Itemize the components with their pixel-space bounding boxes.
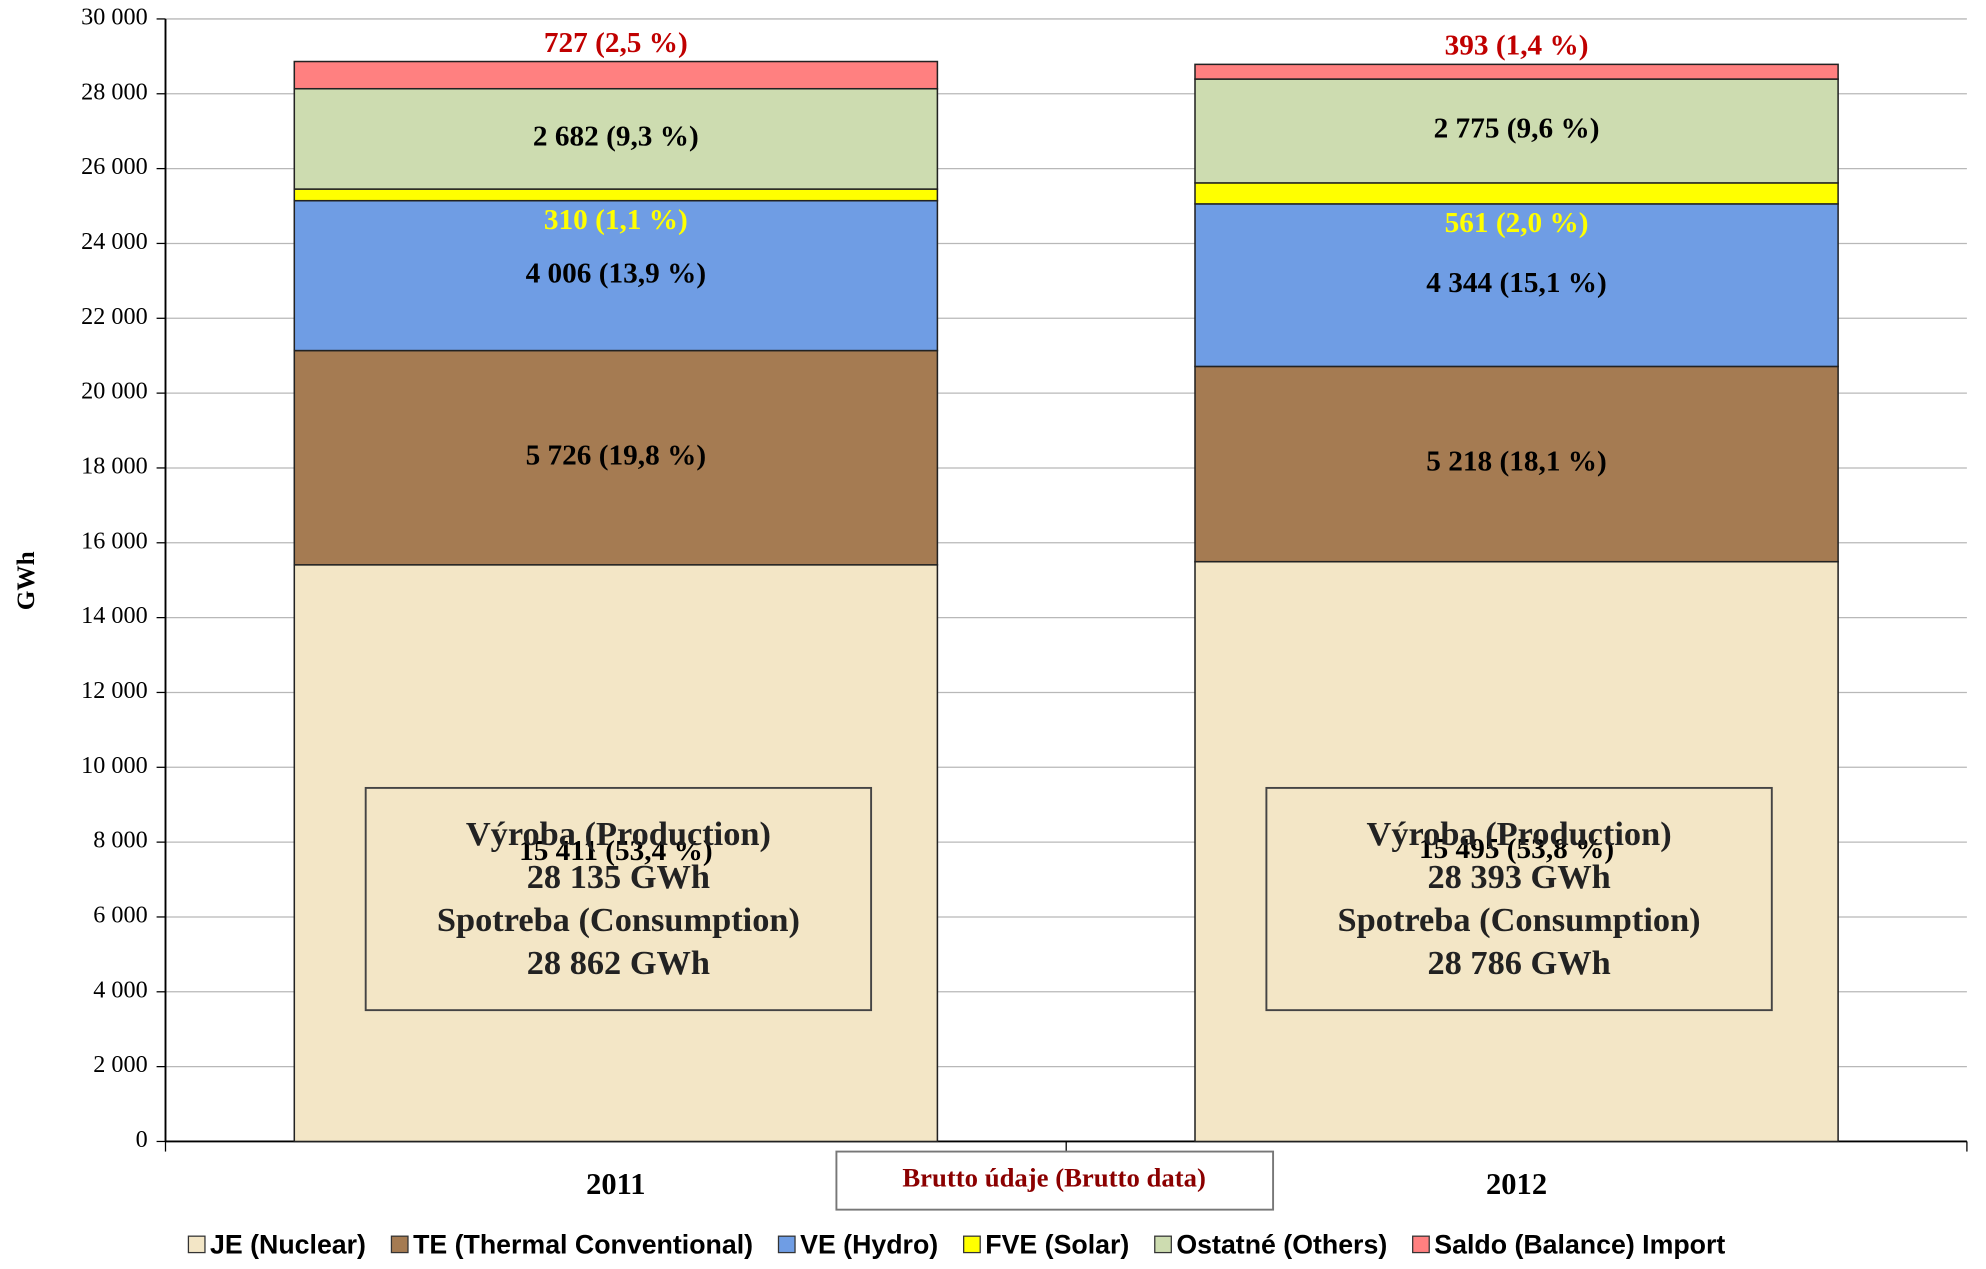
x-tick-label: 2011 [586,1167,645,1201]
y-tick-label: 16 000 [81,528,147,554]
y-tick-label: 22 000 [81,304,147,330]
y-tick-label: 20 000 [81,379,147,405]
legend-swatch [963,1235,981,1254]
legend-swatch [1412,1235,1430,1254]
legend-label: FVE (Solar) [985,1229,1129,1259]
bar-segment [293,564,939,1143]
annotation: Spotreba (Consumption) [437,901,800,939]
legend-label: JE (Nuclear) [210,1229,366,1259]
note-box [835,1150,1275,1211]
data-label: 2 775 (9,6 %) [1434,113,1600,145]
bar-segment [293,349,939,566]
y-tick-label: 12 000 [81,678,147,704]
bar-segment [1194,203,1839,368]
annotation: 28 786 GWh [1427,944,1610,982]
y-tick-label: 10 000 [81,753,147,779]
annotation: Výroba (Production) [466,815,771,853]
y-tick-label: 24 000 [81,229,147,255]
bar-segment [1194,78,1839,184]
data-label: 561 (2,0 %) [1445,207,1589,239]
legend-label: Saldo (Balance) Import [1434,1229,1725,1259]
annotation-box [1265,786,1773,1012]
y-tick-label: 0 [136,1127,148,1153]
data-label: 310 (1,1 %) [544,204,688,236]
legend-swatch [390,1235,409,1254]
data-label: 5 726 (19,8 %) [526,439,707,471]
legend-label: TE (Thermal Conventional) [413,1229,753,1259]
y-axis-label: GWh [12,551,40,610]
y-tick-label: 8 000 [93,828,147,854]
annotation: 28 862 GWh [527,944,710,982]
y-tick-label: 28 000 [81,79,147,105]
annotation-box [364,786,873,1012]
legend-swatch [1154,1235,1172,1254]
annotation: Výroba (Production) [1367,815,1672,853]
bar-segment [1194,560,1839,1143]
y-tick-label: 14 000 [81,603,147,629]
legend-swatch [187,1235,206,1254]
annotation: Spotreba (Consumption) [1338,901,1701,939]
legend-label: VE (Hydro) [800,1229,938,1259]
bar-segment [1194,182,1839,205]
data-label: 393 (1,4 %) [1445,30,1589,62]
annotation: 28 135 GWh [527,858,710,896]
bar-segment [293,188,939,202]
data-label: 15 495 (53,8 %) [1419,833,1614,865]
y-tick-label: 18 000 [81,454,147,480]
data-label: 727 (2,5 %) [544,27,688,59]
annotation: 28 393 GWh [1427,858,1610,896]
x-tick-label: 2012 [1486,1167,1547,1201]
data-label: 2 682 (9,3 %) [533,121,699,153]
data-label: 5 218 (18,1 %) [1426,446,1607,478]
y-tick-label: 26 000 [81,154,147,180]
bar-segment [293,199,939,352]
y-tick-label: 30 000 [81,5,147,31]
y-tick-label: 2 000 [93,1052,147,1078]
data-label: 4 344 (15,1 %) [1426,267,1607,299]
y-tick-label: 4 000 [93,977,147,1003]
legend-swatch [777,1235,796,1254]
data-label: 4 006 (13,9 %) [526,257,707,289]
bar-segment [1194,365,1839,563]
data-label: 15 411 (53,4 %) [519,835,713,867]
note: Brutto údaje (Brutto data) [902,1163,1206,1193]
bar-segment [293,60,939,90]
legend-label: Ostatné (Others) [1176,1229,1387,1259]
y-tick-label: 6 000 [93,903,147,929]
bar-segment [1194,63,1839,80]
